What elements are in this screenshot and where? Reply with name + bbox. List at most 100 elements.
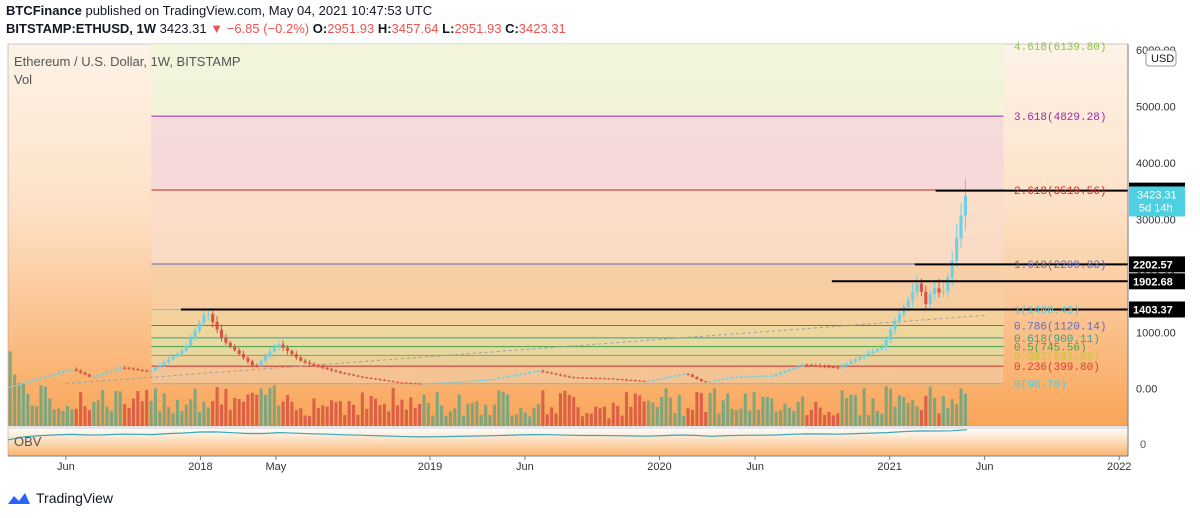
candle-body — [884, 339, 888, 348]
volume-bar — [664, 388, 668, 426]
candle-body — [708, 381, 712, 383]
volume-bar — [92, 401, 96, 426]
volume-bar — [374, 398, 378, 426]
volume-bar — [105, 406, 109, 426]
candle-body — [294, 354, 298, 358]
candle-body — [484, 379, 488, 381]
volume-bar — [818, 407, 822, 426]
volume-bar — [431, 415, 435, 426]
high-label: H: — [377, 21, 392, 36]
price-tag — [1129, 256, 1185, 273]
candle-body — [717, 379, 721, 381]
candle-body — [528, 372, 532, 374]
volume-bar — [52, 409, 56, 426]
volume-bar — [219, 404, 224, 426]
candle-body — [250, 361, 254, 366]
volume-bar — [836, 413, 840, 426]
currency-button[interactable] — [1145, 49, 1177, 67]
candle-body — [35, 378, 39, 381]
volume-bar — [413, 407, 417, 426]
candle-body — [17, 383, 21, 386]
candle-body — [70, 369, 74, 371]
volume-bar — [96, 400, 100, 426]
candle-body — [479, 380, 483, 382]
volume-bar — [519, 408, 523, 426]
volume-bar — [233, 397, 237, 426]
candle-body — [761, 375, 765, 377]
volume-bar — [263, 394, 268, 426]
candle-body — [83, 372, 87, 375]
obv-line — [7, 429, 968, 441]
candle-body — [149, 370, 153, 372]
volume-bar — [65, 405, 69, 426]
close-value: 3423.31 — [518, 21, 566, 36]
volume-bar — [541, 390, 545, 426]
candle-body — [673, 375, 677, 377]
volume-bar — [109, 410, 113, 426]
candle-body — [501, 377, 505, 379]
candle-body — [660, 378, 664, 380]
candle-body — [646, 380, 651, 382]
volume-bar — [779, 410, 783, 426]
fib-level-label: 0.786(1120.14) — [1014, 321, 1106, 333]
volume-bar — [620, 415, 624, 426]
volume-bar — [567, 394, 571, 426]
volume-bar — [338, 401, 342, 426]
volume-bar — [858, 415, 862, 426]
volume-bar — [8, 351, 12, 426]
candle-body — [893, 320, 897, 330]
volume-bar — [382, 404, 386, 426]
tradingview-logo[interactable]: TradingView — [6, 490, 113, 506]
candle-body — [836, 367, 840, 369]
volume-bar — [453, 408, 457, 426]
volume-bar — [536, 404, 540, 426]
candle-body — [911, 292, 915, 301]
candle-body — [726, 377, 730, 379]
volume-bar — [224, 388, 228, 426]
volume-bar — [651, 402, 655, 426]
volume-bar — [638, 395, 642, 426]
candle-body — [594, 378, 598, 380]
volume-bar — [26, 393, 30, 426]
volume-bar — [396, 405, 400, 426]
publisher-name[interactable]: BTCFinance — [6, 3, 82, 18]
candle-body — [21, 382, 25, 384]
volume-bar — [893, 406, 897, 426]
fib-band — [151, 366, 1004, 384]
candle-body — [145, 370, 149, 372]
volume-bar — [48, 398, 52, 426]
candle-body — [48, 375, 52, 377]
candle-body — [74, 369, 78, 371]
candle-body — [933, 288, 937, 295]
volume-bar — [726, 393, 730, 426]
volume-bar — [43, 386, 47, 426]
down-arrow-icon: ▼ — [210, 21, 224, 36]
volume-bar — [35, 406, 39, 426]
candle-body — [598, 378, 602, 380]
volume-bar — [757, 409, 761, 426]
volume-bar — [426, 403, 430, 426]
volume-bar — [17, 382, 21, 426]
candle-body — [514, 374, 518, 376]
candle-body — [704, 381, 708, 383]
volume-bar — [39, 385, 43, 426]
volume-bar — [404, 409, 408, 426]
last-price-tag — [1129, 186, 1185, 217]
candle-body — [162, 362, 166, 365]
volume-bar — [457, 394, 461, 426]
volume-bar — [911, 400, 915, 426]
volume-bar — [462, 415, 466, 426]
volume-bar — [906, 402, 910, 426]
candle-body — [202, 315, 206, 323]
volume-bar — [497, 390, 501, 426]
candle-body — [633, 380, 637, 382]
candle-body — [796, 366, 800, 368]
candle-body — [316, 365, 320, 367]
candle-body — [814, 365, 818, 367]
candle-body — [290, 350, 294, 355]
volume-bar — [237, 399, 241, 426]
candle-body — [668, 376, 673, 378]
volume-bar — [840, 390, 844, 426]
volume-bar — [241, 401, 246, 426]
